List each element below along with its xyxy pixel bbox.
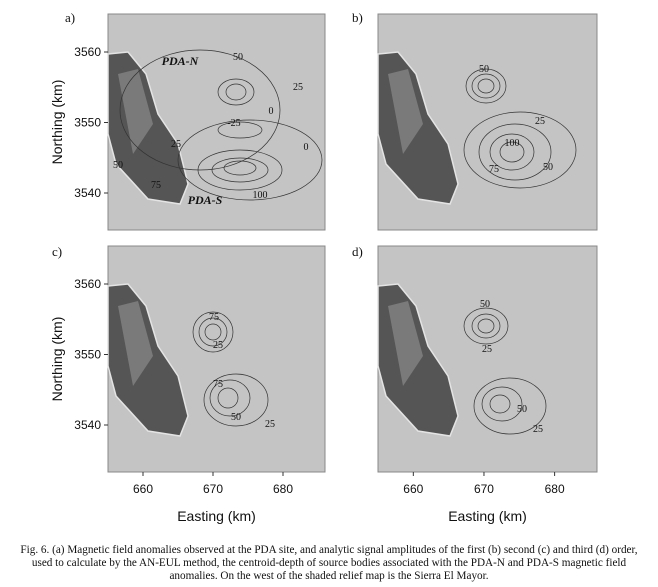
contour-line xyxy=(217,387,239,409)
contour-line xyxy=(463,111,577,189)
contour-label: 25 xyxy=(533,424,543,435)
contour-label: 75 xyxy=(151,180,161,191)
contour-line xyxy=(203,373,269,427)
caption-line: anomalies. On the west of the shaded rel… xyxy=(169,570,488,582)
panel-label: a) xyxy=(65,10,75,25)
contour-label: 25 xyxy=(293,82,303,93)
contour-label: 50 xyxy=(113,160,123,171)
x-tick-label: 680 xyxy=(273,482,293,496)
x-tick-label: 660 xyxy=(133,482,153,496)
contour-line xyxy=(478,123,552,181)
x-tick-label: 680 xyxy=(545,482,565,496)
contour-line xyxy=(471,73,501,99)
annotation: PDA-N xyxy=(162,54,200,68)
x-tick-label: 660 xyxy=(403,482,423,496)
contour-line xyxy=(481,386,523,422)
contour-label: 25 xyxy=(535,116,545,127)
contour-label: -25 xyxy=(227,118,240,129)
contour-label: 100 xyxy=(253,190,268,201)
contour-label: 50 xyxy=(233,52,243,63)
contour-line xyxy=(471,313,501,339)
contour-label: 25 xyxy=(482,344,492,355)
contour-line xyxy=(477,318,495,334)
contour-label: 50 xyxy=(517,404,527,415)
x-tick-label: 670 xyxy=(203,482,223,496)
contour-line xyxy=(499,141,525,163)
y-axis-label: Northing (km) xyxy=(49,80,65,165)
panel-label: d) xyxy=(352,244,363,259)
y-tick-label: 3540 xyxy=(74,418,101,432)
contour-label: 25 xyxy=(171,139,181,150)
contour-line xyxy=(192,311,234,353)
contour-label: 100 xyxy=(505,138,520,149)
panel-label: b) xyxy=(352,10,363,25)
x-tick-label: 670 xyxy=(474,482,494,496)
contour-label: 0 xyxy=(269,106,274,117)
contour-line xyxy=(489,394,511,414)
x-axis-label: Easting (km) xyxy=(177,508,256,524)
caption-line: Fig. 6. (a) Magnetic field anomalies obs… xyxy=(20,544,637,556)
contour-line xyxy=(473,377,547,435)
contour-line xyxy=(217,78,255,106)
contour-label: 0 xyxy=(304,142,309,153)
shaded-relief-highlight xyxy=(118,69,153,154)
contour-label: 75 xyxy=(209,312,219,323)
y-axis-label: Northing (km) xyxy=(49,317,65,402)
map-panel: c) 75 25 75 50 25 3540 3550 3560 Northing (km) 660… xyxy=(49,244,326,524)
annotation: PDA-S xyxy=(188,193,223,207)
contour-label: 50 xyxy=(231,412,241,423)
contour-line xyxy=(489,133,535,171)
contour-label: 25 xyxy=(213,340,223,351)
contour-label: 75 xyxy=(489,164,499,175)
contour-line xyxy=(204,323,222,341)
shaded-relief-highlight xyxy=(118,301,153,386)
y-tick-label: 3550 xyxy=(74,116,101,130)
contour-label: 50 xyxy=(543,162,553,173)
contour-line xyxy=(465,68,507,104)
contour-line xyxy=(463,307,509,345)
contour-line xyxy=(223,160,257,176)
contour-label: 50 xyxy=(479,64,489,75)
shaded-relief-highlight xyxy=(388,301,423,386)
contour-label: 25 xyxy=(265,419,275,430)
shaded-relief-highlight xyxy=(388,69,423,154)
contour-line xyxy=(211,157,269,183)
y-tick-label: 3550 xyxy=(74,348,101,362)
x-axis-label: Easting (km) xyxy=(448,508,527,524)
y-tick-label: 3560 xyxy=(74,45,101,59)
contour-line xyxy=(477,78,495,94)
contour-line xyxy=(217,121,263,139)
map-panel: a) 50 25 0 -25 0 25 50 75 100 PDA-N PDA-S 3540 3550 35… xyxy=(49,10,326,231)
panel-label: c) xyxy=(52,244,62,259)
contour-line xyxy=(209,379,251,417)
y-tick-label: 3560 xyxy=(74,277,101,291)
map-panel: b) 50 25 100 75 50 xyxy=(352,10,598,231)
contour-line xyxy=(198,317,228,347)
caption-line: used to calculate by the AN-EUL method, … xyxy=(32,557,627,569)
contour-label: 75 xyxy=(213,379,223,390)
map-panel: d) 50 25 50 25 660 670 680 Easting (km) xyxy=(352,244,598,524)
contour-line xyxy=(177,119,323,201)
contour-line xyxy=(119,49,281,171)
contour-label: 50 xyxy=(480,299,490,310)
y-tick-label: 3540 xyxy=(74,186,101,200)
contour-line xyxy=(225,83,247,101)
